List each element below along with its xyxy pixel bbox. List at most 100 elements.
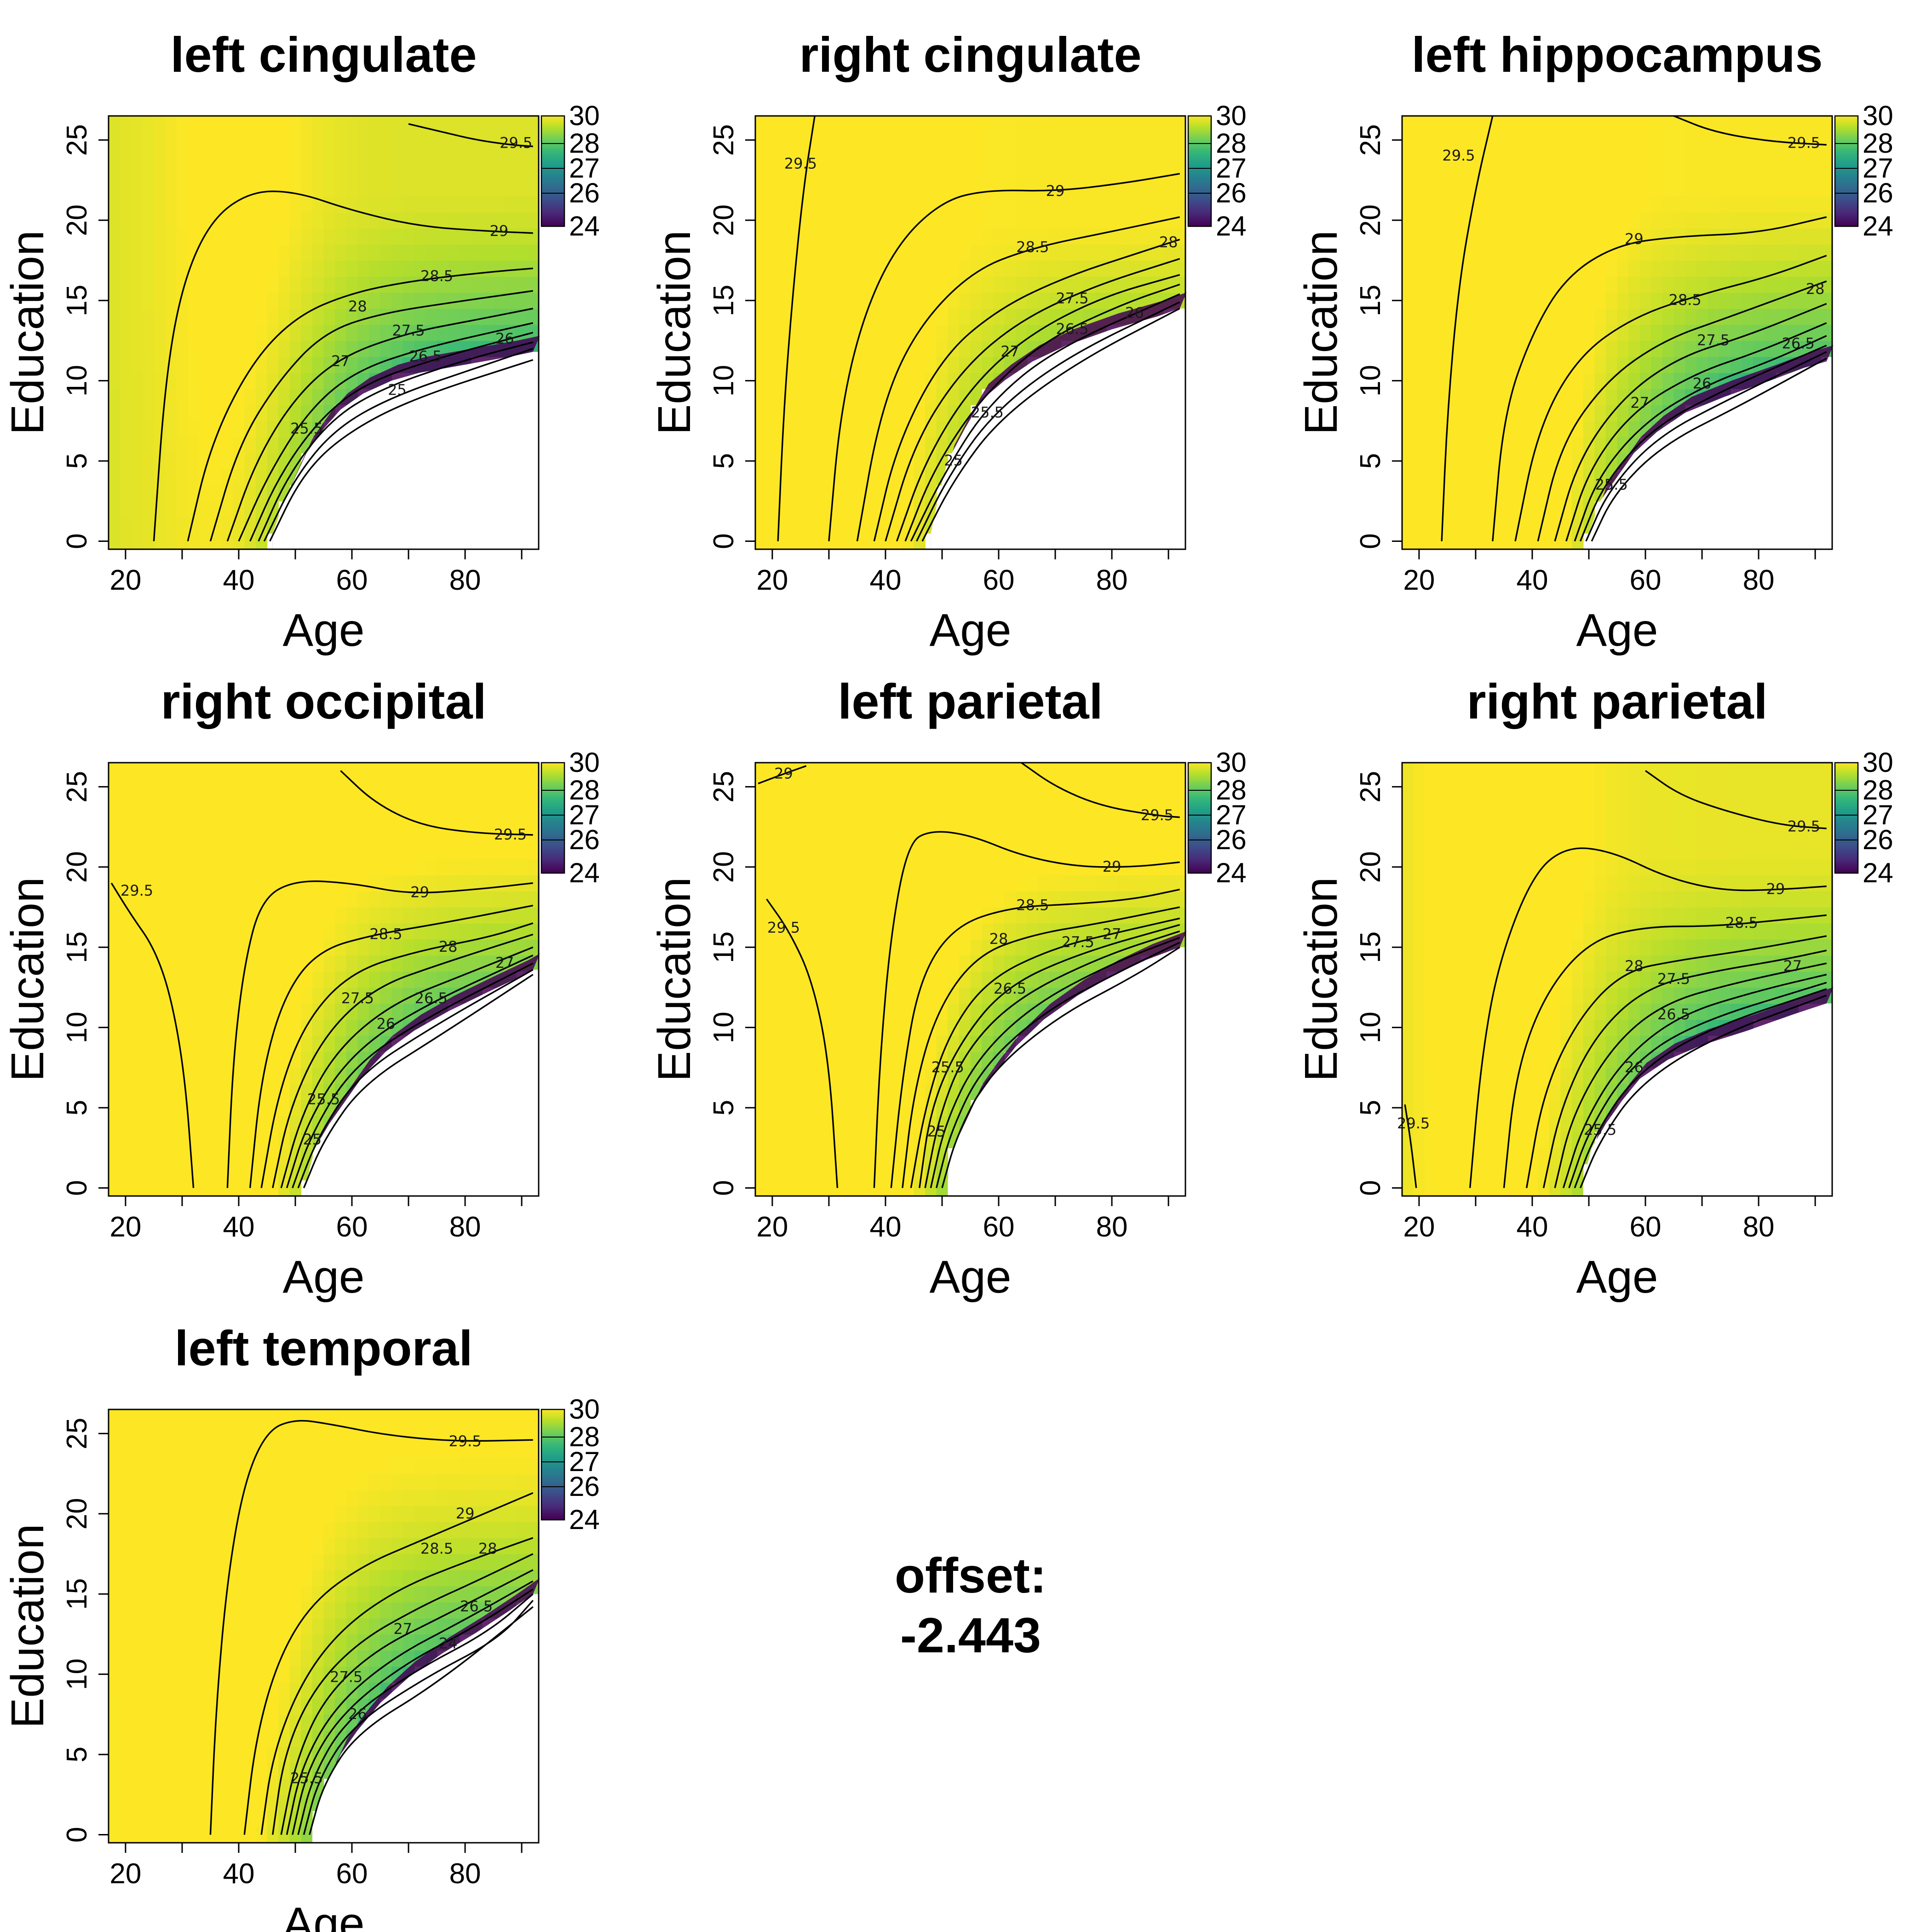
heatmap-cell bbox=[380, 180, 392, 197]
heatmap-cell bbox=[210, 1132, 222, 1149]
heatmap-cell bbox=[1425, 794, 1437, 811]
heatmap-cell bbox=[1685, 212, 1697, 229]
heatmap-cell bbox=[1402, 907, 1414, 924]
heatmap-cell bbox=[1459, 859, 1471, 876]
heatmap-cell bbox=[914, 148, 926, 165]
heatmap-cell bbox=[1549, 132, 1561, 149]
heatmap-cell bbox=[880, 276, 892, 293]
y-tick-label: 20 bbox=[1355, 204, 1386, 236]
heatmap-cell bbox=[993, 955, 1005, 972]
heatmap-cell bbox=[199, 1164, 211, 1180]
heatmap-cell bbox=[902, 939, 914, 956]
heatmap-cell bbox=[868, 939, 880, 956]
heatmap-cell bbox=[1492, 1116, 1505, 1133]
legend-swatch bbox=[1188, 164, 1211, 166]
legend-swatch bbox=[1188, 798, 1211, 800]
heatmap-cell bbox=[868, 340, 880, 357]
heatmap-cell bbox=[914, 228, 926, 245]
heatmap-cell bbox=[948, 116, 960, 132]
heatmap-cell bbox=[936, 827, 949, 844]
heatmap-cell bbox=[1436, 1067, 1448, 1084]
heatmap-cell bbox=[165, 212, 177, 229]
heatmap-cell bbox=[323, 971, 335, 988]
heatmap-cell bbox=[120, 827, 132, 844]
heatmap-cell bbox=[505, 811, 517, 828]
heatmap-cell bbox=[880, 420, 892, 437]
legend-swatch bbox=[541, 862, 564, 864]
x-tick-label: 40 bbox=[223, 564, 254, 596]
heatmap-cell bbox=[823, 1148, 835, 1165]
heatmap-cell bbox=[1504, 485, 1516, 502]
heatmap-cell bbox=[925, 389, 937, 405]
heatmap-cell bbox=[1402, 501, 1414, 518]
heatmap-cell bbox=[255, 292, 268, 309]
heatmap-cell bbox=[1538, 132, 1550, 149]
heatmap-cell bbox=[1538, 356, 1550, 374]
heatmap-cell bbox=[357, 132, 369, 149]
heatmap-cell bbox=[1764, 180, 1776, 197]
heatmap-cell bbox=[1662, 260, 1674, 277]
legend-swatch bbox=[541, 836, 564, 839]
heatmap-cell bbox=[301, 778, 313, 795]
heatmap-cell bbox=[800, 292, 812, 309]
heatmap-cell bbox=[959, 987, 971, 1004]
legend-swatch bbox=[541, 860, 564, 862]
heatmap-cell bbox=[1492, 1019, 1505, 1036]
heatmap-cell bbox=[357, 292, 369, 309]
heatmap-cell bbox=[335, 180, 347, 197]
heatmap-cell bbox=[176, 891, 189, 908]
heatmap-cell bbox=[1413, 827, 1426, 844]
heatmap-cell bbox=[312, 778, 324, 795]
heatmap-cell bbox=[1004, 891, 1016, 908]
heatmap-cell bbox=[755, 212, 767, 229]
heatmap-cell bbox=[233, 987, 245, 1004]
heatmap-cell bbox=[1662, 196, 1674, 213]
heatmap-cell bbox=[1459, 1019, 1471, 1036]
heatmap-cell bbox=[120, 1083, 132, 1100]
heatmap-cell bbox=[948, 907, 960, 924]
heatmap-cell bbox=[120, 1019, 132, 1036]
heatmap-cell bbox=[1549, 308, 1561, 325]
heatmap-cell bbox=[925, 827, 937, 844]
heatmap-cell bbox=[914, 907, 926, 924]
heatmap-cell bbox=[1526, 276, 1539, 293]
heatmap-left-cingulate bbox=[109, 116, 539, 550]
legend-swatch bbox=[541, 851, 564, 853]
heatmap-cell bbox=[789, 955, 801, 972]
heatmap-cell bbox=[1673, 196, 1685, 213]
heatmap-cell bbox=[1402, 778, 1414, 795]
heatmap-cell bbox=[1436, 891, 1448, 908]
heatmap-cell bbox=[1413, 308, 1426, 325]
heatmap-cell bbox=[1742, 228, 1754, 245]
heatmap-cell bbox=[131, 778, 143, 795]
heatmap-cell bbox=[1628, 132, 1640, 149]
heatmap-cell bbox=[766, 811, 779, 828]
heatmap-cell bbox=[188, 891, 200, 908]
heatmap-cell bbox=[982, 180, 994, 197]
contour-line bbox=[904, 283, 1180, 542]
heatmap-cell bbox=[199, 811, 211, 828]
heatmap-cell bbox=[199, 308, 211, 325]
heatmap-cell bbox=[857, 356, 869, 374]
heatmap-cell bbox=[891, 778, 903, 795]
heatmap-cell bbox=[891, 1180, 903, 1196]
heatmap-cell bbox=[267, 987, 279, 1004]
y-tick-label: 5 bbox=[1355, 453, 1386, 469]
heatmap-cell bbox=[1639, 276, 1652, 293]
heatmap-cell bbox=[368, 164, 381, 181]
heatmap-cell bbox=[222, 180, 234, 197]
y-tick-label: 5 bbox=[708, 453, 740, 469]
heatmap-cell bbox=[868, 1116, 880, 1133]
heatmap-cell bbox=[1425, 420, 1437, 437]
heatmap-cell bbox=[402, 907, 415, 924]
legend-label: 27 bbox=[569, 153, 600, 184]
heatmap-cell bbox=[1425, 292, 1437, 309]
heatmap-cell bbox=[527, 180, 539, 197]
heatmap-cell bbox=[109, 373, 121, 389]
heatmap-cell bbox=[448, 923, 460, 940]
heatmap-cell bbox=[1526, 1099, 1539, 1116]
legend-swatch bbox=[1188, 201, 1211, 203]
heatmap-cell bbox=[755, 533, 767, 550]
heatmap-cell bbox=[1549, 324, 1561, 341]
legend-swatch bbox=[541, 186, 564, 188]
